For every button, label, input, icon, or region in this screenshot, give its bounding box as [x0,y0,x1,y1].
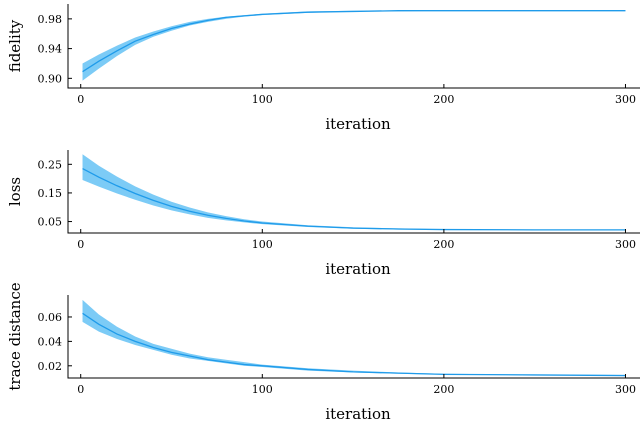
x-tick-label: 200 [433,238,454,251]
x-axis-label: iteration [325,115,391,133]
series-line [82,312,626,377]
y-axis-label: loss [6,177,24,206]
x-tick-label: 300 [615,383,636,396]
y-tick-label: 0.94 [38,43,63,56]
x-tick-label: 200 [433,93,454,106]
x-axis-label: iteration [325,405,391,423]
x-tick-label: 0 [77,238,84,251]
x-tick-label: 0 [77,93,84,106]
y-tick-label: 0.04 [38,335,63,348]
confidence-band [82,154,626,231]
confidence-band [82,299,626,376]
x-tick-label: 100 [252,383,273,396]
x-axis-label: iteration [325,260,391,278]
x-tick-label: 100 [252,93,273,106]
y-tick-label: 0.15 [38,187,63,200]
y-tick-label: 0.25 [38,158,63,171]
confidence-band [82,9,626,81]
axis-spine [67,4,640,89]
y-tick-label: 0.05 [38,216,63,229]
y-axis-label: fidelity [6,19,24,72]
chart-panel-3: 0 100 200 300 0.02 0.04 0.06 iteration trace dis… [6,282,640,423]
x-tick-label: 100 [252,238,273,251]
series-line [82,10,626,73]
y-axis-label: trace distance [6,282,24,390]
series-line [82,168,626,231]
x-tick-label: 300 [615,93,636,106]
chart-panel-2: 0 100 200 300 0.05 0.15 0.25 iteration loss [6,150,640,278]
x-tick-label: 0 [77,383,84,396]
y-tick-label: 0.06 [38,311,63,324]
x-tick-label: 300 [615,238,636,251]
y-tick-label: 0.98 [38,13,63,26]
chart-panel-1: 0 100 200 300 0.90 0.94 0.98 iteration fidelity [6,4,640,133]
axis-spine [67,150,640,234]
axis-spine [67,295,640,379]
x-tick-label: 200 [433,383,454,396]
y-tick-label: 0.90 [38,72,63,85]
y-tick-label: 0.02 [38,360,63,373]
